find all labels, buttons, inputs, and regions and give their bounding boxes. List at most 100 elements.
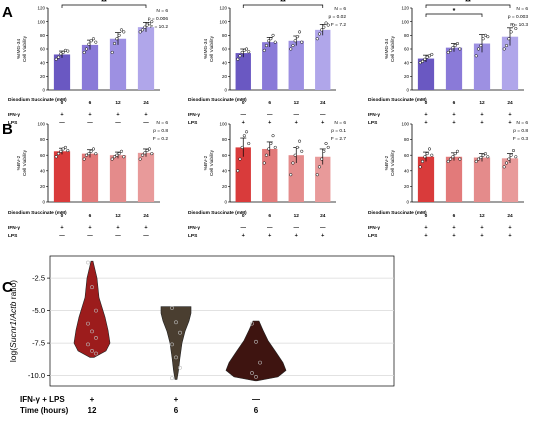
- row-label-b1: IFN-γ: [8, 225, 20, 231]
- data-point-b1: [56, 152, 61, 156]
- row-value-b2: —: [267, 225, 273, 231]
- row-value-b1: +: [144, 225, 147, 231]
- data-point-a3: [474, 54, 478, 58]
- stat-line-b2: N = 6: [334, 120, 346, 126]
- data-point-b2: [300, 149, 304, 153]
- bar-a1-2: [109, 38, 127, 90]
- data-point-a1: [89, 39, 93, 43]
- data-point-a1: [91, 37, 96, 41]
- row-value-b3: +: [480, 233, 483, 239]
- bar-b1-1: [81, 153, 99, 202]
- row-label-b2: IFN-γ: [188, 225, 200, 231]
- stat-line-a2: N = 6: [334, 6, 346, 12]
- data-point-a2: [320, 28, 324, 32]
- bar-b2-0: [235, 147, 251, 202]
- y-axis-label-a1: Cell Viability: [22, 35, 28, 62]
- row-label-b3: LPS: [368, 233, 378, 239]
- bar-a3-0: [417, 58, 435, 90]
- data-point-a2: [297, 30, 302, 34]
- violin-point-2: [258, 360, 262, 365]
- stat-line-b3: p = 0.8: [513, 128, 528, 134]
- data-point-b1: [115, 153, 119, 157]
- data-point-a2: [317, 32, 322, 36]
- row-value-a3: +: [452, 112, 455, 118]
- y-tick-label-b2: 20: [222, 184, 228, 189]
- data-point-a3: [451, 46, 455, 50]
- row-value-b3: +: [424, 233, 427, 239]
- data-point-a2: [289, 47, 293, 51]
- y-tick-label-a3: 40: [404, 60, 410, 65]
- data-point-a1: [61, 50, 65, 54]
- row-value-b2: —: [241, 225, 247, 231]
- y-axis-label-a3: %IMG-34: [384, 39, 390, 60]
- data-point-a1: [150, 20, 154, 24]
- stat-line-b3: F = 0.3: [513, 136, 528, 142]
- row-value-a3: +: [452, 120, 455, 126]
- data-point-b2: [295, 145, 299, 149]
- data-point-b3: [514, 155, 518, 159]
- y-tick-label-b2: 80: [222, 137, 228, 142]
- y-axis-label-b1: Cell Viability: [22, 149, 28, 176]
- data-point-a3: [483, 33, 488, 37]
- significance-label-a1: **: [101, 0, 107, 6]
- data-point-a1: [117, 33, 121, 37]
- row-value-b2: +: [242, 233, 245, 239]
- y-axis-label-c: log(Sucnr1/Actb ratio): [8, 280, 18, 362]
- y-tick-label-b2: 40: [222, 168, 228, 173]
- violin-point-1: [170, 306, 174, 310]
- row-value-b1: 24: [143, 213, 149, 219]
- y-tick-label-a1: 80: [40, 33, 46, 38]
- data-point-a1: [138, 30, 142, 34]
- data-point-b1: [54, 155, 58, 159]
- row-value-a1: +: [144, 112, 147, 118]
- y-tick-label-a3: 0: [406, 88, 409, 93]
- data-point-b1: [82, 157, 86, 161]
- row-label-a2: IFN-γ: [188, 112, 200, 118]
- bar-a1-3: [137, 27, 155, 91]
- row-label-b2: LPS: [188, 233, 198, 239]
- y-tick-label-b2: 60: [222, 153, 228, 158]
- row-label-a3: LPS: [368, 120, 378, 126]
- y-tick-label-b1: 60: [40, 153, 46, 158]
- panel-letter-c: C: [2, 279, 13, 296]
- row-label-a1: Disodium Succinate (mM): [8, 97, 67, 103]
- row-value-b1: —: [143, 233, 149, 239]
- data-point-b1: [61, 147, 65, 151]
- data-point-a1: [112, 41, 117, 46]
- data-point-b2: [238, 157, 242, 161]
- row-value-a2: 0: [242, 100, 245, 106]
- bar-b1-2: [109, 155, 127, 202]
- y-axis-label-b2: Cell Viability: [209, 149, 215, 176]
- data-point-a1: [147, 22, 152, 26]
- row-value-a1: —: [87, 120, 93, 126]
- data-point-b3: [476, 157, 481, 161]
- y-axis-label-b3: Cell Viability: [390, 149, 396, 176]
- row-label-b2: Disodium Succinate (mM): [188, 210, 247, 216]
- violin-point-0: [90, 348, 94, 353]
- row-value-a1: —: [143, 120, 149, 126]
- data-point-b2: [324, 141, 328, 146]
- row-value-a3: 24: [507, 100, 513, 106]
- data-point-a3: [509, 30, 513, 34]
- data-point-b3: [418, 165, 422, 169]
- y-tick-label-a1: 60: [40, 47, 46, 52]
- row-value-a2: +: [242, 120, 245, 126]
- data-point-a2: [324, 21, 328, 25]
- row-value-a3: +: [480, 120, 483, 126]
- y-axis-label-part: Actb: [8, 301, 18, 319]
- y-tick-label-b3: 100: [401, 122, 409, 127]
- row-value-b2: —: [294, 225, 300, 231]
- plot-frame-c: [49, 255, 395, 387]
- row-value-b1: —: [87, 233, 93, 239]
- significance-label-a3: *: [453, 8, 456, 15]
- data-point-a2: [322, 25, 326, 29]
- group-time-1: 6: [174, 406, 179, 415]
- group-time-2: 6: [254, 406, 259, 415]
- data-point-a3: [476, 47, 481, 51]
- violin-point-2: [254, 374, 258, 379]
- row-value-a3: +: [424, 112, 427, 118]
- data-point-a3: [507, 37, 511, 41]
- bar-a3-1: [445, 47, 463, 90]
